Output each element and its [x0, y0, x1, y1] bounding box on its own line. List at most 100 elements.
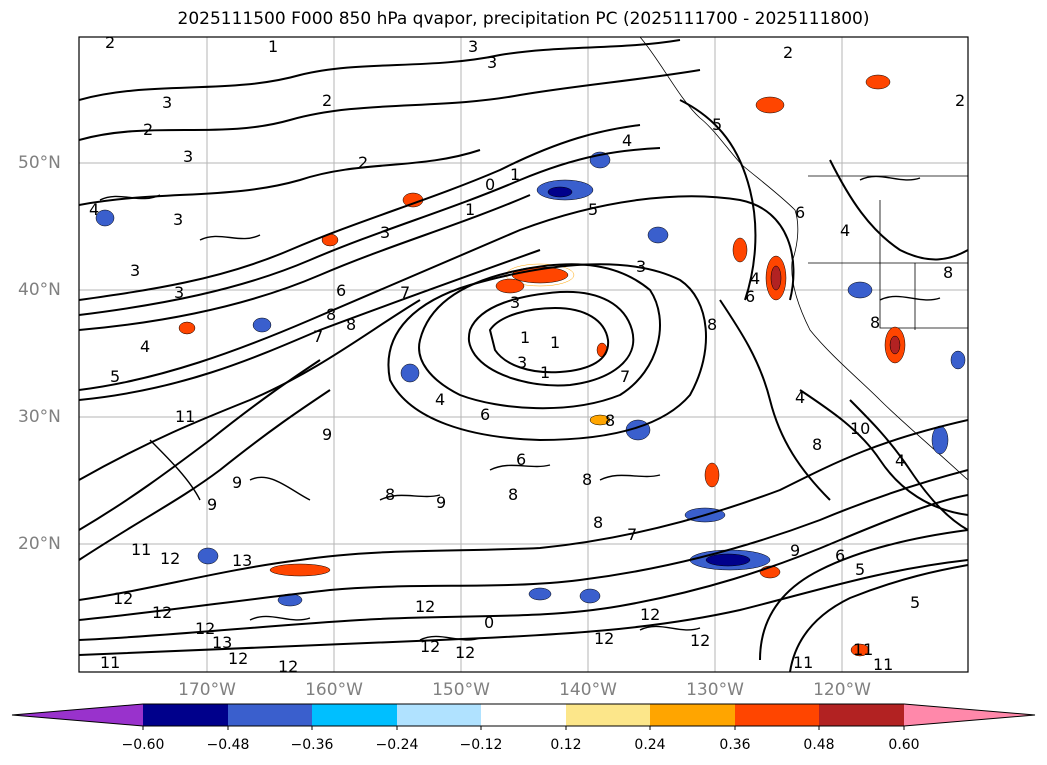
svg-text:1: 1 — [510, 165, 520, 184]
svg-text:1: 1 — [520, 328, 530, 347]
svg-text:11: 11 — [131, 540, 151, 559]
precip-shading — [95, 74, 966, 657]
svg-text:5: 5 — [712, 115, 722, 134]
colorbar-segment — [143, 704, 228, 726]
svg-text:10: 10 — [850, 419, 870, 438]
svg-text:8: 8 — [346, 315, 356, 334]
svg-text:6: 6 — [835, 546, 845, 565]
svg-text:5: 5 — [855, 560, 865, 579]
lat-label-20n: 20°N — [18, 534, 61, 554]
colorbar-tick-label: 0.60 — [888, 737, 920, 753]
svg-text:12: 12 — [640, 605, 660, 624]
svg-text:8: 8 — [326, 305, 336, 324]
svg-text:9: 9 — [790, 541, 800, 560]
svg-text:12: 12 — [594, 629, 614, 648]
lon-label-150w: 150°W — [432, 680, 490, 700]
svg-text:12: 12 — [195, 619, 215, 638]
lat-label-40n: 40°N — [18, 280, 61, 300]
svg-text:6: 6 — [516, 450, 526, 469]
svg-text:1: 1 — [465, 200, 475, 219]
svg-text:0: 0 — [485, 175, 495, 194]
svg-text:12: 12 — [278, 657, 298, 676]
svg-text:13: 13 — [232, 551, 252, 570]
svg-text:12: 12 — [152, 603, 172, 622]
svg-text:5: 5 — [910, 593, 920, 612]
svg-text:7: 7 — [627, 525, 637, 544]
svg-text:11: 11 — [873, 655, 893, 674]
svg-text:11: 11 — [853, 640, 873, 659]
svg-text:1: 1 — [540, 363, 550, 382]
svg-text:4: 4 — [89, 200, 99, 219]
svg-text:7: 7 — [400, 283, 410, 302]
svg-text:8: 8 — [593, 513, 603, 532]
svg-text:8: 8 — [385, 485, 395, 504]
svg-text:9: 9 — [232, 473, 242, 492]
svg-text:12: 12 — [420, 637, 440, 656]
svg-text:2: 2 — [322, 91, 332, 110]
svg-text:3: 3 — [183, 147, 193, 166]
svg-text:8: 8 — [943, 263, 953, 282]
svg-text:4: 4 — [435, 390, 445, 409]
svg-text:8: 8 — [605, 411, 615, 430]
svg-text:6: 6 — [745, 287, 755, 306]
map-frame — [78, 36, 969, 673]
lon-label-120w: 120°W — [813, 680, 871, 700]
svg-text:12: 12 — [160, 549, 180, 568]
svg-text:8: 8 — [707, 315, 717, 334]
svg-text:8: 8 — [508, 485, 518, 504]
svg-text:11: 11 — [793, 653, 813, 672]
colorbar-segment — [566, 704, 650, 726]
lat-label-50n: 50°N — [18, 153, 61, 173]
colorbar-segment — [228, 704, 312, 726]
svg-text:0: 0 — [484, 613, 494, 632]
svg-text:2: 2 — [358, 153, 368, 172]
colorbar-tick-label: 0.48 — [803, 737, 835, 753]
svg-text:12: 12 — [690, 631, 710, 650]
colorbar-tick-label: −0.36 — [290, 737, 334, 753]
svg-text:5: 5 — [110, 367, 120, 386]
thin-contours — [99, 175, 941, 641]
svg-text:7: 7 — [313, 327, 323, 346]
svg-text:6: 6 — [795, 203, 805, 222]
colorbar-segment — [650, 704, 735, 726]
svg-text:8: 8 — [582, 470, 592, 489]
colorbar-tick-label: 0.12 — [550, 737, 582, 753]
colorbar-tick-label: −0.12 — [459, 737, 503, 753]
svg-text:1: 1 — [550, 333, 560, 352]
svg-text:8: 8 — [870, 313, 880, 332]
colorbar-tick-label: 0.36 — [719, 737, 751, 753]
lon-label-160w: 160°W — [305, 680, 363, 700]
svg-text:13: 13 — [212, 633, 232, 652]
svg-text:11: 11 — [175, 407, 195, 426]
colorbar — [11, 703, 1036, 730]
svg-text:3: 3 — [636, 257, 646, 276]
svg-text:6: 6 — [480, 405, 490, 424]
svg-text:3: 3 — [517, 353, 527, 372]
colorbar-segment — [481, 704, 566, 726]
svg-text:3: 3 — [162, 93, 172, 112]
qvapor-contours — [79, 39, 968, 672]
svg-text:3: 3 — [510, 293, 520, 312]
figure-title: 2025111500 F000 850 hPa qvapor, precipit… — [177, 9, 870, 29]
svg-text:4: 4 — [750, 269, 760, 288]
svg-text:1: 1 — [268, 37, 278, 56]
svg-text:3: 3 — [174, 283, 184, 302]
colorbar-tick-label: −0.24 — [375, 737, 419, 753]
svg-text:9: 9 — [207, 495, 217, 514]
svg-text:3: 3 — [487, 53, 497, 72]
svg-text:2: 2 — [105, 33, 115, 52]
contour-labels: 2 1 3 3 2 3 2 3 2 4 5 2 2 0 1 1 5 4 3 3 — [89, 33, 965, 676]
colorbar-tick-label: 0.24 — [634, 737, 666, 753]
lat-label-30n: 30°N — [18, 407, 61, 427]
svg-text:8: 8 — [812, 435, 822, 454]
map-background — [79, 37, 968, 672]
lon-label-130w: 130°W — [686, 680, 744, 700]
svg-text:2: 2 — [783, 43, 793, 62]
colorbar-segment — [397, 704, 481, 726]
svg-text:4: 4 — [840, 221, 850, 240]
svg-text:4: 4 — [622, 131, 632, 150]
coastline — [639, 37, 968, 481]
colorbar-extend-low — [12, 704, 143, 726]
